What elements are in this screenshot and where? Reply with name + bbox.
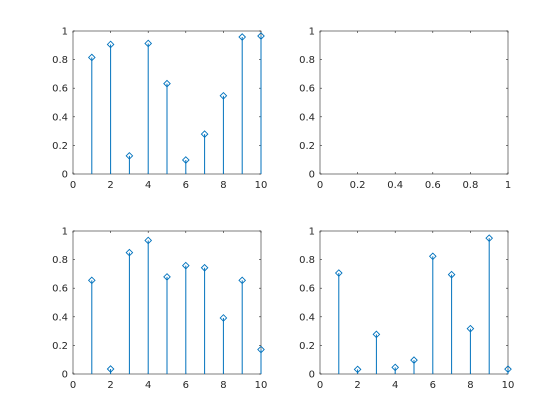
x-tick-label: 4 bbox=[145, 380, 151, 391]
axes-box bbox=[319, 30, 509, 175]
stem-marker-10 bbox=[504, 365, 512, 373]
x-tick-label: 0.8 bbox=[462, 180, 478, 191]
stem-marker-5 bbox=[163, 273, 171, 281]
y-tick-label: 0.6 bbox=[52, 84, 68, 95]
y-tick-label: 0 bbox=[309, 370, 315, 381]
stem-marker-7 bbox=[200, 130, 209, 138]
subplot-bottom-left: 0 2 4 6 8 10 0 0.2 0.4 0.6 0.8 1 bbox=[52, 227, 267, 392]
y-tick-label: 0.6 bbox=[299, 284, 315, 295]
y-tick-label: 0.8 bbox=[299, 55, 315, 66]
stem-marker-8 bbox=[466, 324, 475, 333]
stem-marker-2 bbox=[353, 365, 362, 374]
stem-marker-2 bbox=[106, 365, 115, 373]
y-tick-label: 0 bbox=[309, 170, 315, 181]
x-tick-label: 2 bbox=[107, 380, 113, 391]
x-tick-label: 8 bbox=[220, 180, 226, 191]
stem-marker-1 bbox=[334, 269, 343, 277]
x-tick-label: 8 bbox=[220, 380, 226, 391]
y-tick-label: 0.2 bbox=[299, 341, 315, 352]
y-tick-label: 1 bbox=[309, 27, 315, 38]
subplot-bottom-right: 0 2 4 6 8 10 0 0.2 0.4 0.6 0.8 1 bbox=[299, 227, 514, 392]
y-tick-label: 0.8 bbox=[52, 55, 68, 66]
y-tick-label: 0.4 bbox=[299, 312, 315, 323]
x-tick-label: 0.4 bbox=[387, 180, 403, 191]
x-tick-label: 6 bbox=[183, 380, 189, 391]
stem-marker-10 bbox=[257, 32, 265, 40]
x-tick-label: 4 bbox=[145, 180, 151, 191]
y-tick-label: 0.8 bbox=[299, 255, 315, 266]
y-tick-label: 0.4 bbox=[52, 112, 68, 123]
stem-marker-10 bbox=[257, 345, 265, 354]
stem-marker-6 bbox=[181, 156, 190, 164]
stem-marker-9 bbox=[485, 234, 494, 242]
stem-marker-9 bbox=[238, 33, 247, 41]
stem-marker-9 bbox=[238, 276, 247, 285]
y-tick-label: 0 bbox=[62, 370, 68, 381]
stem-marker-7 bbox=[447, 270, 456, 279]
x-tick-label: 0 bbox=[70, 180, 76, 191]
y-tick-label: 0.4 bbox=[299, 112, 315, 123]
y-tick-label: 0.2 bbox=[52, 341, 68, 352]
x-tick-label: 8 bbox=[467, 380, 473, 391]
stem-marker-8 bbox=[219, 314, 228, 322]
x-tick-label: 10 bbox=[255, 180, 268, 191]
x-tick-label: 0.2 bbox=[350, 180, 366, 191]
stem-marker-6 bbox=[181, 261, 190, 270]
y-tick-label: 0 bbox=[62, 170, 68, 181]
stem-marker-4 bbox=[144, 39, 153, 48]
subplot-top-left: 0 2 4 6 8 10 0 0.2 0.4 0.6 0.8 1 bbox=[52, 27, 267, 192]
y-tick-label: 0.2 bbox=[52, 141, 68, 152]
x-tick-label: 10 bbox=[255, 380, 268, 391]
stem-marker-1 bbox=[87, 276, 96, 285]
y-tick-label: 0.6 bbox=[299, 84, 315, 95]
stem-marker-6 bbox=[428, 252, 437, 261]
stem-marker-3 bbox=[125, 248, 134, 257]
x-tick-label: 2 bbox=[107, 180, 113, 191]
x-tick-label: 6 bbox=[183, 180, 189, 191]
x-tick-label: 0 bbox=[317, 180, 323, 191]
x-tick-label: 10 bbox=[502, 380, 515, 391]
stem-marker-3 bbox=[125, 152, 134, 160]
stem-marker-2 bbox=[106, 40, 115, 49]
x-tick-label: 1 bbox=[505, 180, 511, 191]
x-tick-label: 0 bbox=[317, 380, 323, 391]
stem-marker-3 bbox=[372, 330, 381, 339]
stem-marker-8 bbox=[219, 91, 228, 100]
stem-marker-4 bbox=[391, 363, 400, 372]
subplot-top-right: 0 0.2 0.4 0.6 0.8 1 0 0.2 0.4 0.6 0.8 1 bbox=[299, 27, 511, 192]
x-tick-label: 0 bbox=[70, 380, 76, 391]
x-tick-label: 4 bbox=[392, 380, 398, 391]
y-tick-label: 1 bbox=[62, 27, 68, 38]
x-tick-label: 6 bbox=[430, 380, 436, 391]
stem-marker-5 bbox=[410, 356, 418, 364]
y-tick-label: 0.8 bbox=[52, 255, 68, 266]
stem-marker-5 bbox=[163, 79, 171, 88]
x-tick-label: 0.6 bbox=[425, 180, 441, 191]
y-tick-label: 1 bbox=[62, 227, 68, 238]
y-tick-label: 1 bbox=[309, 227, 315, 238]
y-tick-label: 0.6 bbox=[52, 284, 68, 295]
y-tick-label: 0.2 bbox=[299, 141, 315, 152]
y-tick-label: 0.4 bbox=[52, 312, 68, 323]
stem-marker-7 bbox=[200, 263, 209, 272]
stem-marker-1 bbox=[87, 53, 96, 62]
stem-marker-4 bbox=[144, 236, 153, 245]
x-tick-label: 2 bbox=[354, 380, 360, 391]
